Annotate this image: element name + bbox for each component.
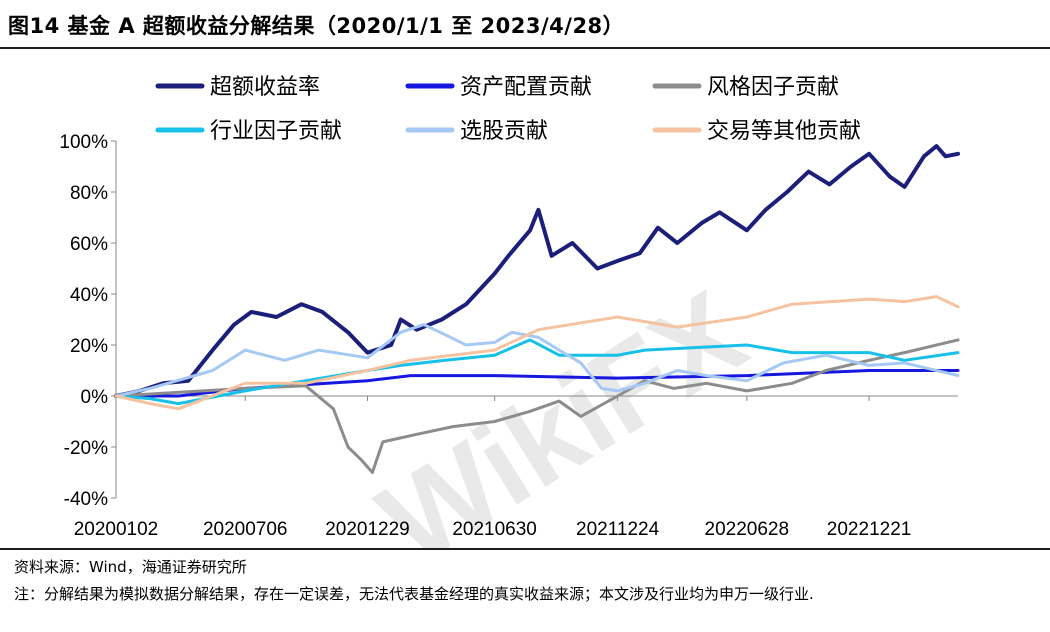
x-tick-label: 20221221 [827, 519, 912, 540]
series-line-6 [114, 295, 960, 411]
series-line-5 [114, 323, 960, 398]
series-line-1 [114, 144, 960, 398]
x-tick-label: 20210630 [452, 519, 537, 540]
y-axis: -40% -20% 0% 20% 40% 60% 80% 100% [59, 132, 117, 510]
x-tick-label: 20201229 [325, 519, 410, 540]
legend-label-5: 选股贡献 [460, 119, 548, 144]
y-tick-label: 20% [70, 336, 108, 357]
footer-rule [0, 548, 1050, 550]
plot-area [114, 144, 960, 474]
y-tick-label: 40% [70, 285, 108, 306]
legend-label-2: 资产配置贡献 [460, 75, 592, 100]
y-tick-label: 60% [70, 234, 108, 255]
legend-label-6: 交易等其他贡献 [707, 119, 861, 144]
series-line-3 [114, 338, 960, 474]
y-tick-label: -20% [64, 438, 108, 459]
y-tick-label: 100% [59, 132, 108, 153]
x-tick-label: 20220628 [705, 519, 790, 540]
note-text: 注：分解结果为模拟数据分解结果，存在一定误差，无法代表基金经理的真实收益来源；本… [14, 585, 814, 603]
title-rule [0, 47, 1050, 49]
series-line-4 [114, 338, 960, 406]
x-tick-label: 20200102 [74, 519, 159, 540]
y-tick-label: 80% [70, 183, 108, 204]
x-tick-label: 20200706 [203, 519, 288, 540]
series-line-2 [114, 369, 960, 398]
y-tick-label: 0% [81, 387, 109, 408]
legend-label-3: 风格因子贡献 [707, 75, 839, 100]
watermark: WikiFX [358, 265, 767, 548]
x-tick-label: 20211224 [576, 519, 660, 540]
x-axis: 20200102 20200706 20201229 20210630 20211224… [74, 395, 958, 540]
legend-label-1: 超额收益率 [210, 75, 320, 100]
y-tick-label: -40% [64, 489, 108, 510]
legend-label-4: 行业因子贡献 [210, 119, 342, 144]
figure-title: 图14 基金 A 超额收益分解结果（2020/1/1 至 2023/4/28） [8, 14, 625, 38]
source-text: 资料来源：Wind，海通证券研究所 [14, 558, 247, 576]
